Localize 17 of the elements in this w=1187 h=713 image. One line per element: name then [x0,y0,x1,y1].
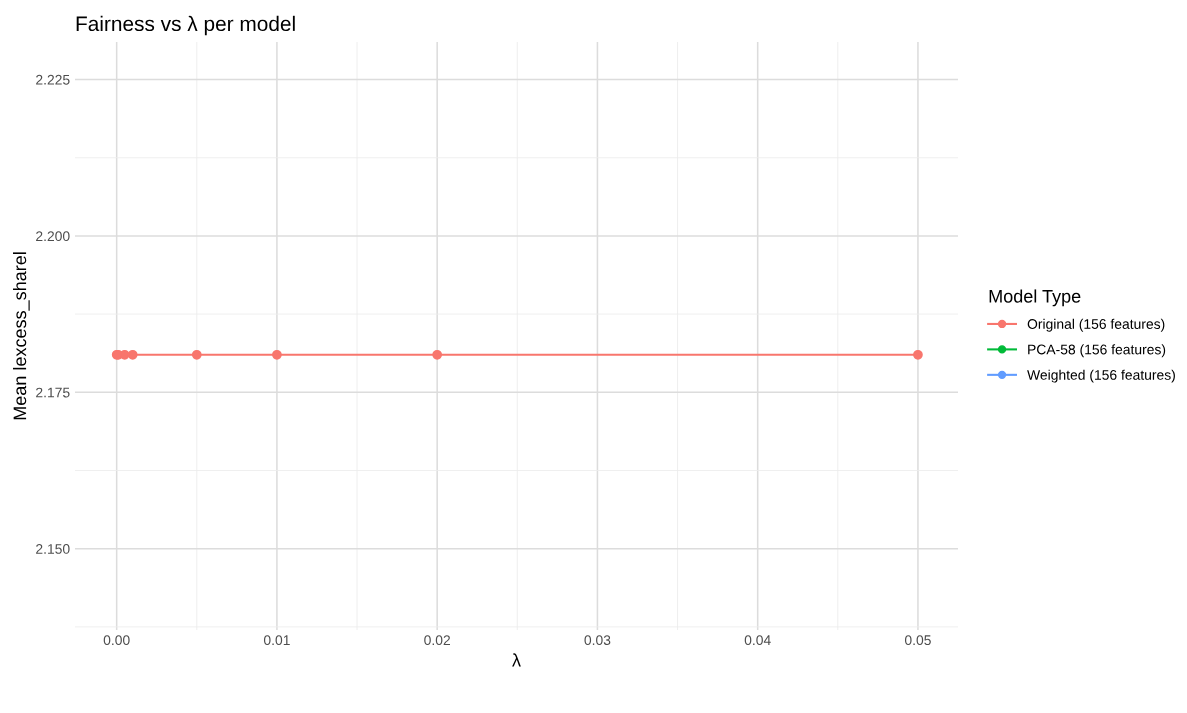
y-tick-label: 2.225 [36,74,70,85]
legend-label: Original (156 features) [1027,318,1165,332]
x-tick-label: 0.01 [263,635,290,646]
chart-title: Fairness vs λ per model [76,15,295,36]
x-axis-title: λ [512,653,521,667]
y-tick-label: 2.150 [36,544,70,554]
legend-title: Model Type [989,289,1081,307]
y-tick-label: 2.200 [36,231,70,242]
x-tick-label: 0.00 [103,635,130,646]
x-tick-label: 0.03 [584,635,611,646]
x-tick-label: 0.04 [744,635,771,646]
y-axis-title: Mean lexcess_sharel [13,252,30,420]
legend-label: PCA-58 (156 features) [1028,344,1166,358]
legend-label: Weighted (156 features) [1027,369,1175,383]
x-tick-label: 0.02 [424,635,450,646]
y-tick-label: 2.175 [36,387,70,398]
x-tick-label: 0.05 [904,635,931,646]
